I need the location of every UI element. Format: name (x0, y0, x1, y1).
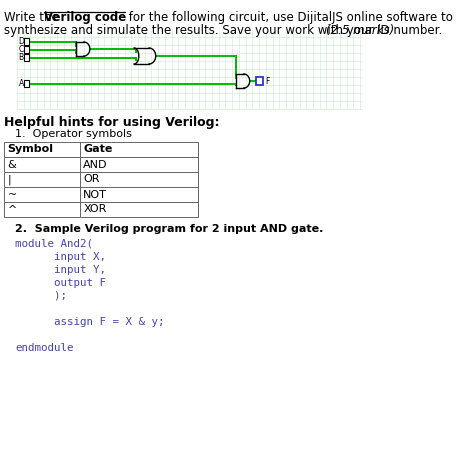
Text: input X,: input X, (15, 252, 106, 262)
Text: for the following circuit, use DijitalJS online software to: for the following circuit, use DijitalJS… (125, 11, 452, 24)
Text: AND: AND (83, 159, 108, 170)
Bar (80, 157, 198, 172)
Text: XOR: XOR (83, 204, 107, 215)
Text: &: & (8, 159, 16, 170)
Bar (80, 142, 198, 157)
Text: 2.  Sample Verilog program for 2 input AND gate.: 2. Sample Verilog program for 2 input AN… (15, 224, 324, 234)
Text: A: A (18, 79, 24, 88)
Text: );: ); (15, 291, 67, 301)
Text: Verilog code: Verilog code (44, 11, 126, 24)
Text: C: C (18, 45, 24, 54)
Bar (256, 76, 263, 84)
Text: input Y,: input Y, (15, 265, 106, 275)
Text: D: D (18, 37, 24, 46)
Bar (4, 142, 80, 157)
Text: B: B (18, 53, 24, 62)
Text: Symbol: Symbol (8, 145, 54, 154)
Bar (80, 187, 198, 202)
Text: OR: OR (83, 175, 100, 185)
Text: Gate: Gate (83, 145, 113, 154)
Text: endmodule: endmodule (15, 343, 73, 353)
Text: ^: ^ (8, 204, 17, 215)
Bar (4, 187, 80, 202)
Bar (24, 80, 29, 87)
Text: assign F = X & y;: assign F = X & y; (15, 317, 164, 327)
Bar (24, 54, 29, 61)
Bar (4, 157, 80, 172)
Bar (80, 202, 198, 217)
Text: 1.  Operator symbols: 1. Operator symbols (15, 129, 132, 139)
Text: (2.5 marks): (2.5 marks) (326, 24, 394, 37)
Bar (4, 172, 80, 187)
Bar (24, 46, 29, 53)
Bar (24, 38, 29, 45)
Text: module And2(: module And2( (15, 239, 93, 249)
Text: Helpful hints for using Verilog:: Helpful hints for using Verilog: (4, 116, 220, 129)
Bar (80, 172, 198, 187)
Text: synthesize and simulate the results. Save your work with your ID number.: synthesize and simulate the results. Sav… (4, 24, 442, 37)
Text: ~: ~ (8, 189, 17, 199)
Bar (4, 202, 80, 217)
Text: output F: output F (15, 278, 106, 288)
Text: Write the: Write the (4, 11, 63, 24)
Text: F: F (265, 76, 269, 85)
Text: |: | (8, 174, 11, 185)
Text: NOT: NOT (83, 189, 107, 199)
